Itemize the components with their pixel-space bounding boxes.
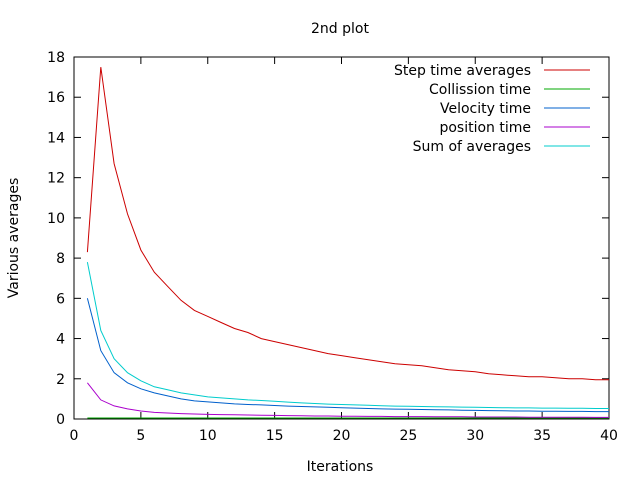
legend-label: position time xyxy=(439,120,531,136)
legend-label: Collission time xyxy=(429,82,531,98)
y-axis-label: Various averages xyxy=(6,178,22,299)
x-tick-label: 0 xyxy=(70,428,79,444)
x-tick-label: 10 xyxy=(199,428,217,444)
axis-ticks: 0 5 10 15 20 25 30 35 40 0 2 4 6 8 10 12 14 16 18 xyxy=(47,50,618,444)
chart-title: 2nd plot xyxy=(311,21,369,37)
y-tick-label: 16 xyxy=(47,90,65,106)
x-tick-label: 40 xyxy=(600,428,618,444)
x-tick-label: 35 xyxy=(533,428,551,444)
y-tick-label: 8 xyxy=(56,251,65,267)
x-tick-label: 30 xyxy=(466,428,484,444)
legend-label: Step time averages xyxy=(394,63,531,79)
series-line-step-time-averages xyxy=(86,67,609,381)
y-tick-label: 10 xyxy=(47,211,65,227)
series-line-sum-of-averages xyxy=(86,262,609,409)
y-tick-label: 2 xyxy=(56,372,65,388)
legend-label: Velocity time xyxy=(440,101,531,117)
x-tick-label: 15 xyxy=(266,428,284,444)
x-axis-label: Iterations xyxy=(307,459,374,475)
x-tick-label: 20 xyxy=(333,428,351,444)
y-tick-label: 12 xyxy=(47,171,65,187)
legend-label: Sum of averages xyxy=(413,139,531,155)
y-tick-label: 6 xyxy=(56,291,65,307)
x-tick-label: 5 xyxy=(136,428,145,444)
x-tick-label: 25 xyxy=(399,428,417,444)
legend: Step time averages Collission time Velocit… xyxy=(394,63,590,155)
series-line-velocity-time xyxy=(86,298,609,413)
y-tick-label: 4 xyxy=(56,332,65,348)
y-tick-label: 18 xyxy=(47,50,65,66)
series-line-position-time xyxy=(87,382,609,418)
y-tick-label: 14 xyxy=(47,130,65,146)
series-lines xyxy=(86,67,609,419)
y-tick-label: 0 xyxy=(56,412,65,428)
